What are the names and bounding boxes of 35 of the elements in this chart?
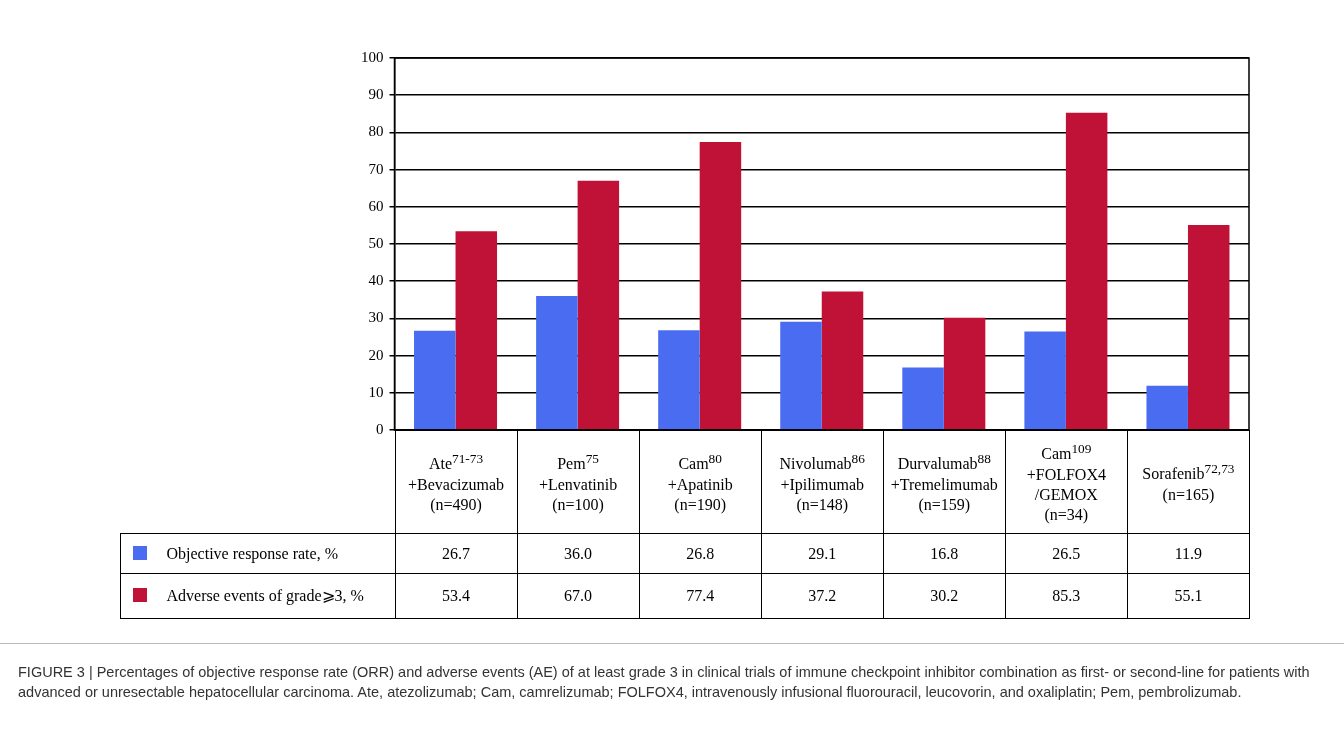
data-label: 11.9: [1127, 533, 1250, 574]
caption: FIGURE 3 | Percentages of objective response rate (ORR) and adverse events (AE) of at least grade 3 in clinical trials of immune checkpoint inhibitor combination as first- or second-line for patients with advanced or unresectable hepatocellular carcinoma. Ate, atezolizumab; Cam, camrelizumab; FOLFOX4, intravenously infusional fluorouracil, leucovorin, and oxaliplatin; Pem, pembrolizumab.: [18, 663, 1311, 702]
y-tick-label: 80: [368, 123, 384, 140]
y-tick-label: 20: [368, 346, 384, 363]
x-tick-label: Pem$^{75}$ +Lenvatinib (n=100): [517, 430, 640, 534]
y-tick-label: 30: [368, 309, 384, 326]
legend-label: Objective response rate, %: [120, 533, 395, 574]
data-label: 67.0: [517, 573, 640, 619]
x-tick-label: Cam$^{80}$ +Apatinib (n=190): [639, 430, 762, 534]
y-tick-label: 10: [368, 383, 384, 400]
x-tick-label: Sorafenib$^{72,73}$ (n=165): [1127, 430, 1250, 534]
y-tick-label: 100: [361, 48, 384, 65]
x-tick-label: Durvalumab$^{88}$ +Tremelimumab (n=159): [883, 430, 1006, 534]
data-label: 26.8: [639, 533, 762, 574]
x-tick-label: Nivolumab$^{86}$ +Ipilimumab (n=148): [761, 430, 884, 534]
y-tick-label: 60: [368, 197, 384, 214]
y-tick-label: 40: [368, 272, 384, 289]
y-tick-label: 0: [376, 420, 384, 437]
data-label: 77.4: [639, 573, 762, 619]
data-label: 36.0: [517, 533, 640, 574]
x-tick-label: Cam$^{109}$ +FOLFOX4 /GEMOX (n=34): [1005, 430, 1128, 534]
data-label: 85.3: [1005, 573, 1128, 619]
y-tick-label: 90: [368, 86, 384, 103]
data-label: 37.2: [761, 573, 884, 619]
data-label: 16.8: [883, 533, 1006, 574]
data-label: 26.7: [395, 533, 518, 574]
x-tick-label: Ate$^{71-73}$ +Bevacizumab (n=490): [395, 430, 518, 534]
data-label: 29.1: [761, 533, 884, 574]
y-tick-label: 70: [368, 160, 384, 177]
data-label: 30.2: [883, 573, 1006, 619]
data-label: 55.1: [1127, 573, 1250, 619]
data-label: 53.4: [395, 573, 518, 619]
legend-label: Adverse events of grade⩾3, %: [120, 573, 395, 619]
data-label: 26.5: [1005, 533, 1128, 574]
y-tick-label: 50: [368, 234, 384, 251]
